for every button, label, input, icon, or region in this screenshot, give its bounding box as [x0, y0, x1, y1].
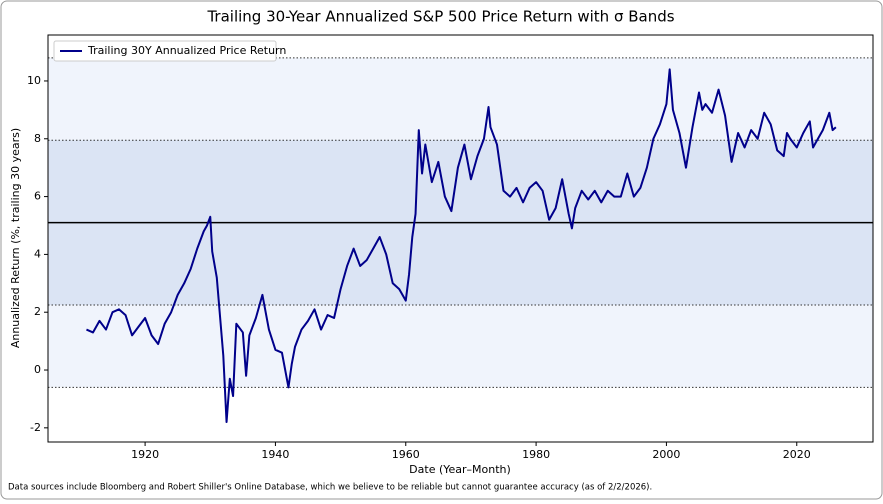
y-tick-label: 0	[34, 363, 41, 376]
y-tick-label: -2	[30, 421, 41, 434]
x-tick-label: 1940	[261, 448, 289, 461]
footnote: Data sources include Bloomberg and Rober…	[8, 483, 652, 493]
plot-area	[47, 34, 874, 443]
y-axis-label: Annualized Return (%, trailing 30 years)	[9, 128, 22, 348]
y-tick-label: 6	[34, 190, 41, 203]
x-axis-label: Date (Year–Month)	[409, 463, 511, 476]
x-tick-label: 2020	[783, 448, 811, 461]
y-tick-label: 2	[34, 305, 41, 318]
series-line	[86, 68, 837, 424]
y-tick-label: 8	[34, 132, 41, 145]
y-tick-label: 4	[34, 247, 41, 260]
chart-title: Trailing 30-Year Annualized S&P 500 Pric…	[206, 8, 674, 26]
legend-box	[53, 40, 277, 62]
x-tick-label: 1920	[131, 448, 159, 461]
x-tick-label: 2000	[652, 448, 680, 461]
x-tick-label: 1960	[392, 448, 420, 461]
x-tick-label: 1980	[522, 448, 550, 461]
legend-label: Trailing 30Y Annualized Price Return	[87, 44, 286, 57]
y-tick-label: 10	[27, 74, 41, 87]
